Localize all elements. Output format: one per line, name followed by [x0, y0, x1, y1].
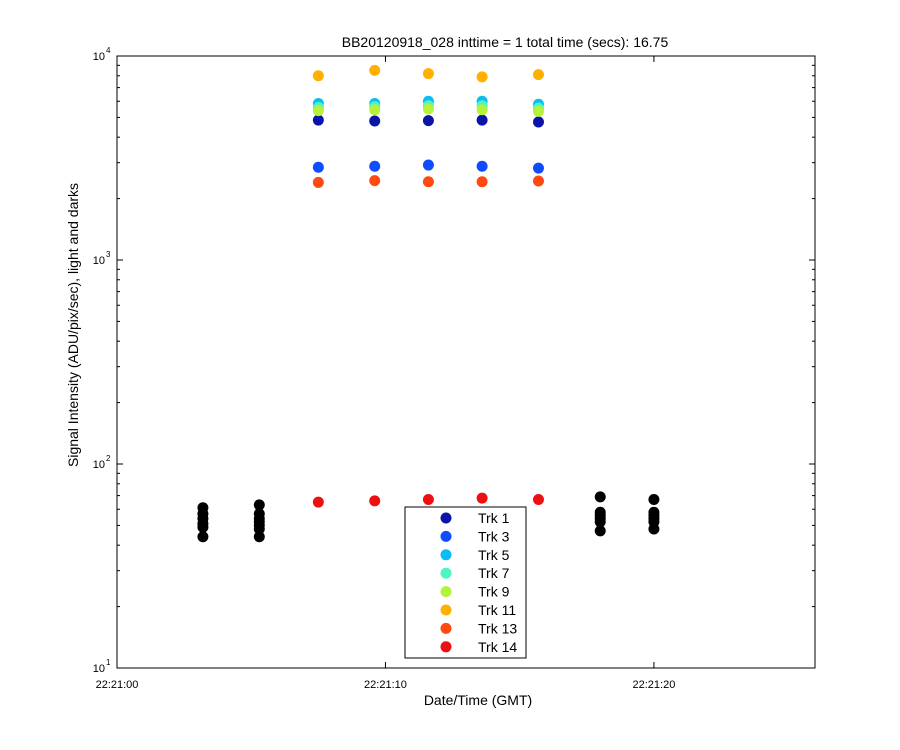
legend-marker [440, 567, 452, 579]
data-point [197, 531, 209, 543]
legend-marker [440, 512, 452, 524]
data-point [422, 68, 434, 80]
legend-label: Trk 5 [478, 547, 510, 563]
data-point [197, 502, 209, 514]
data-point [369, 64, 381, 76]
x-tick-labels: 22:21:00 22:21:10 22:21:20 [96, 679, 676, 691]
legend-box [404, 506, 527, 659]
data-point [476, 160, 488, 172]
legend-label: Trk 11 [478, 602, 516, 618]
data-point [422, 103, 434, 115]
legend-label: Trk 1 [478, 510, 510, 526]
data-point [476, 492, 488, 504]
x-tick-label: 22:21:10 [364, 679, 407, 691]
y-tick-exponent: 3 [106, 250, 111, 259]
y-tick-exponent: 4 [106, 46, 111, 55]
chart-title: BB20120918_028 inttime = 1 total time (s… [342, 34, 669, 50]
data-point [476, 71, 488, 83]
x-tick-label: 22:21:20 [633, 679, 676, 691]
data-point [369, 175, 381, 187]
legend-label: Trk 13 [478, 620, 517, 636]
data-point [312, 176, 324, 188]
data-point [532, 116, 544, 128]
data-point [648, 493, 660, 505]
y-tick-label: 10 [93, 459, 105, 471]
legend-marker [440, 530, 452, 542]
data-point [532, 162, 544, 174]
data-point [594, 525, 606, 537]
data-point [422, 159, 434, 171]
data-point [532, 175, 544, 187]
data-point [369, 495, 381, 507]
x-axis-label: Date/Time (GMT) [424, 692, 532, 708]
data-point [312, 161, 324, 173]
y-tick-label: 10 [93, 255, 105, 267]
legend-marker [440, 641, 452, 653]
x-tick-label: 22:21:00 [96, 679, 139, 691]
data-point [369, 115, 381, 127]
data-point [253, 508, 265, 520]
data-point [594, 491, 606, 503]
y-tick-label: 10 [93, 663, 105, 675]
y-tick-exponent: 2 [106, 454, 111, 463]
legend-label: Trk 14 [478, 639, 517, 655]
legend-marker [440, 622, 452, 634]
legend-label: Trk 7 [478, 565, 510, 581]
y-tick-exponent: 1 [106, 658, 111, 667]
data-point [532, 69, 544, 81]
data-point [594, 506, 606, 518]
data-point [532, 105, 544, 117]
legend-label: Trk 9 [478, 584, 510, 600]
data-point [476, 104, 488, 116]
legend-marker [440, 586, 452, 598]
legend-marker [440, 549, 452, 561]
data-point [369, 160, 381, 172]
data-point [253, 531, 265, 543]
data-point [422, 176, 434, 188]
data-point [476, 176, 488, 188]
legend-label: Trk 3 [478, 528, 510, 544]
data-point [312, 70, 324, 82]
data-point [369, 104, 381, 116]
data-point [422, 115, 434, 127]
legend-marker [440, 604, 452, 616]
data-point [476, 114, 488, 126]
data-point [312, 114, 324, 126]
data-point [422, 493, 434, 505]
y-tick-label: 10 [93, 51, 105, 63]
data-point [312, 496, 324, 508]
data-points [197, 64, 660, 543]
y-axis-label: Signal Intensity (ADU/pix/sec), light an… [65, 183, 81, 467]
legend: Trk 1 Trk 3 Trk 5 Trk 7 Trk 9 Trk 11 Trk 13 Trk… [404, 506, 527, 659]
axis-ticks [116, 56, 815, 669]
data-point [253, 499, 265, 511]
data-point [312, 105, 324, 117]
data-point [648, 506, 660, 518]
data-point [532, 493, 544, 505]
